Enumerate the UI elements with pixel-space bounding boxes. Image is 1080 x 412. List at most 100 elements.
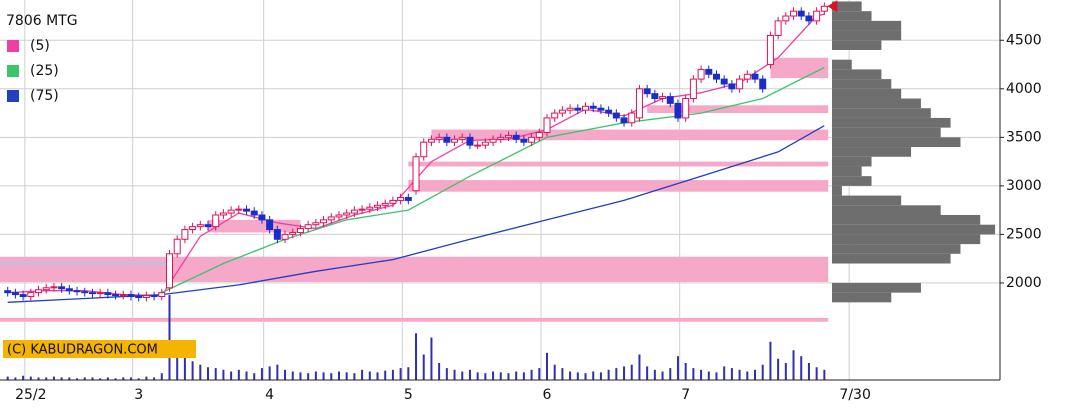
volume-bar — [569, 371, 572, 380]
volume-bar — [276, 364, 279, 380]
candle-body — [65, 288, 73, 292]
volume-bar — [245, 371, 248, 380]
volume-bar — [399, 368, 402, 380]
candle-body — [589, 105, 597, 109]
candle-body — [250, 210, 258, 216]
y-tick-label: 4000 — [1006, 81, 1042, 97]
volume-profile-bar — [832, 205, 941, 215]
volume-bar — [260, 368, 263, 380]
volume-profile-bar — [832, 117, 951, 128]
volume-bar — [754, 369, 757, 380]
candle-body — [343, 212, 351, 216]
volume-bar — [153, 377, 156, 380]
candle-body — [820, 5, 828, 12]
volume-bar — [438, 363, 441, 380]
volume-bar — [638, 354, 641, 380]
candle-body — [304, 224, 312, 230]
volume-bar — [653, 369, 656, 380]
volume-bar — [368, 371, 371, 380]
candle-body — [35, 289, 43, 294]
candle-body — [682, 98, 690, 119]
volume-bar — [337, 371, 340, 380]
candle-body — [19, 294, 27, 298]
volume-bar — [299, 372, 302, 380]
volume-bar — [145, 376, 148, 380]
candle-body — [643, 88, 651, 95]
y-tick-label: 3500 — [1006, 129, 1042, 145]
price-zone — [408, 180, 829, 192]
volume-bar — [314, 371, 317, 380]
volume-bar — [738, 369, 741, 380]
volume-profile-bar — [832, 88, 902, 99]
x-tick-label: 25/2 — [15, 387, 46, 403]
x-tick-label: 7/30 — [839, 387, 870, 403]
candle-body — [358, 208, 366, 211]
volume-bar — [29, 376, 32, 380]
volume-bar — [538, 368, 541, 380]
volume-bar — [661, 371, 664, 380]
legend-label: (75) — [30, 88, 59, 104]
volume-bar — [207, 367, 210, 380]
volume-bar — [607, 369, 610, 380]
candle-body — [551, 112, 559, 119]
volume-profile-bar — [832, 79, 892, 89]
volume-bar — [291, 371, 294, 380]
volume-bar — [99, 378, 102, 380]
candle-body — [397, 197, 405, 201]
candle-body — [805, 15, 813, 22]
volume-bar — [191, 361, 194, 380]
volume-bar — [106, 377, 109, 380]
volume-bar — [784, 363, 787, 380]
watermark: (C) KABUDRAGON.COM — [7, 343, 158, 358]
volume-bar — [700, 369, 703, 380]
candle-body — [11, 292, 19, 296]
volume-profile-bar — [832, 98, 921, 109]
candle-body — [381, 202, 389, 206]
candle-body — [628, 112, 636, 124]
volume-bar — [777, 358, 780, 380]
volume-profile-bar — [832, 108, 931, 118]
volume-bar — [445, 368, 448, 380]
volume-bar — [415, 333, 418, 380]
candle-body — [504, 134, 512, 138]
candle-body — [389, 199, 397, 204]
volume-bar — [715, 372, 718, 380]
volume-bar — [45, 377, 48, 380]
price-zone — [431, 129, 829, 141]
candle-body — [235, 208, 243, 211]
volume-profile-bar — [832, 137, 961, 148]
candle-body — [689, 78, 697, 100]
candle-body — [366, 206, 374, 210]
candle-body — [196, 224, 204, 228]
volume-profile-bar — [832, 1, 862, 12]
volume-bar — [746, 371, 749, 380]
volume-bar — [707, 371, 710, 380]
candle-body — [520, 138, 528, 143]
candle-body — [535, 131, 543, 138]
candle-body — [443, 136, 451, 143]
candle-body — [790, 10, 798, 17]
candle-body — [743, 73, 751, 80]
candle-body — [420, 141, 428, 158]
candle-body — [458, 136, 466, 140]
candle-body — [50, 286, 58, 289]
candle-body — [296, 228, 304, 233]
price-zone — [647, 105, 829, 114]
candle-body — [289, 231, 297, 235]
candle-body — [712, 73, 720, 80]
candle-body — [42, 287, 50, 291]
volume-bar — [499, 372, 502, 380]
y-tick-label: 2000 — [1006, 275, 1042, 291]
volume-profile-bar — [832, 195, 902, 206]
candle-body — [566, 107, 574, 111]
candle-body — [112, 294, 120, 297]
candle-body — [620, 117, 628, 124]
price-zone — [408, 161, 829, 167]
candle-body — [104, 292, 112, 296]
price-zone — [770, 57, 829, 79]
volume-bar — [553, 364, 556, 380]
candle-body — [281, 233, 289, 240]
volume-bar — [129, 377, 132, 380]
candle-body — [350, 209, 358, 214]
